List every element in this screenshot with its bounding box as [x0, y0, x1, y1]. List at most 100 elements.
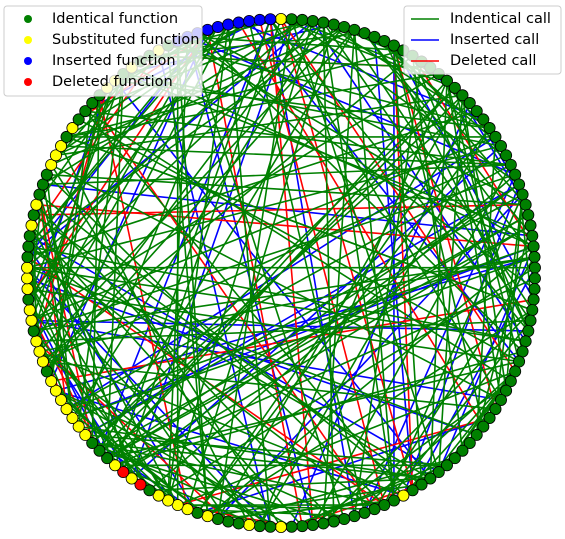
- edge: [393, 45, 485, 427]
- node: [162, 494, 175, 507]
- node: [30, 198, 43, 211]
- edge: [411, 55, 530, 332]
- node: [528, 261, 541, 274]
- edge: [475, 136, 497, 435]
- node: [463, 436, 476, 449]
- node: [378, 34, 391, 47]
- node: [86, 97, 99, 110]
- node: [27, 208, 40, 221]
- edge: [85, 110, 511, 166]
- node: [448, 452, 461, 465]
- node: [516, 345, 529, 358]
- edge: [363, 32, 536, 258]
- edge: [36, 203, 534, 248]
- node: [348, 23, 361, 36]
- edge: [227, 24, 272, 527]
- edge: [98, 29, 356, 452]
- node: [494, 393, 507, 406]
- node: [264, 520, 277, 533]
- edge: [114, 464, 261, 527]
- edge: [66, 164, 512, 410]
- node: [463, 97, 476, 110]
- legend-marker: [24, 36, 32, 44]
- node: [66, 411, 79, 424]
- node: [527, 293, 540, 306]
- edge: [475, 225, 532, 436]
- edge: [259, 127, 491, 527]
- node: [500, 384, 513, 397]
- edge-legend-box: [403, 5, 562, 75]
- node: [72, 420, 85, 433]
- node: [448, 81, 461, 94]
- node: [36, 355, 49, 368]
- node: [243, 15, 256, 28]
- node: [483, 411, 496, 424]
- edge: [60, 399, 209, 517]
- node: [211, 513, 224, 526]
- node: [79, 428, 92, 441]
- edge: [322, 21, 491, 129]
- edge: [106, 80, 448, 459]
- edge: [99, 214, 529, 452]
- edge: [26, 267, 169, 501]
- node: [22, 293, 35, 306]
- node: [171, 499, 184, 512]
- edges: [26, 18, 536, 528]
- edge: [122, 18, 282, 473]
- node: [440, 74, 453, 87]
- edge: [505, 194, 524, 391]
- node: [93, 444, 106, 457]
- legend-label: Inserted function: [52, 53, 176, 69]
- edge: [66, 136, 533, 311]
- node: [23, 229, 36, 242]
- node: [306, 15, 319, 28]
- node: [397, 489, 410, 502]
- edge: [217, 499, 395, 520]
- node: [33, 345, 46, 358]
- edge: [206, 29, 304, 527]
- node: [274, 12, 287, 25]
- edge: [186, 24, 335, 510]
- node: [134, 478, 147, 491]
- node: [456, 444, 469, 457]
- node: [253, 13, 266, 26]
- legend-marker: [24, 78, 32, 86]
- edge: [31, 136, 496, 322]
- node: [232, 517, 245, 530]
- legend-marker: [24, 15, 32, 23]
- edge: [72, 245, 534, 419]
- edge: [196, 32, 524, 353]
- edge: [373, 256, 536, 510]
- node: [201, 510, 214, 523]
- edge: [27, 21, 324, 301]
- node: [387, 39, 400, 52]
- edge: [383, 194, 524, 506]
- node: [21, 282, 34, 295]
- legend-label: Inserted call: [450, 32, 539, 48]
- node: [368, 503, 381, 516]
- edge: [217, 19, 293, 520]
- edge: [187, 36, 404, 52]
- edge: [60, 145, 250, 526]
- edge: [322, 22, 395, 501]
- node: [222, 18, 235, 31]
- node: [528, 251, 541, 264]
- node: [21, 261, 34, 274]
- node: [528, 282, 541, 295]
- edge: [106, 360, 520, 459]
- edge: [167, 44, 490, 129]
- node: [504, 375, 517, 388]
- node: [72, 113, 85, 126]
- node: [527, 240, 540, 253]
- edge: [77, 22, 240, 427]
- edge: [33, 256, 535, 332]
- edge: [186, 36, 345, 520]
- node: [524, 314, 537, 327]
- node: [477, 113, 490, 126]
- node: [415, 478, 428, 491]
- edge: [46, 174, 74, 419]
- edge: [26, 266, 477, 436]
- node: [338, 20, 351, 33]
- node: [317, 16, 330, 29]
